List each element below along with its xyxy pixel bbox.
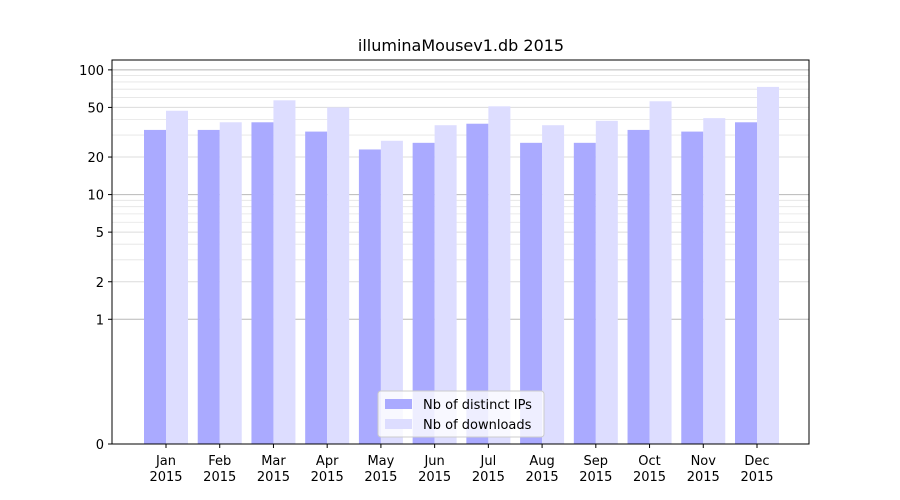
- x-tick-label-month: May: [367, 454, 394, 469]
- x-tick-label-year: 2015: [687, 470, 720, 485]
- x-tick-label-month: Dec: [744, 454, 769, 469]
- bar-downloads: [757, 86, 779, 444]
- x-tick-label-year: 2015: [203, 470, 236, 485]
- bar-distinct-ips: [358, 149, 381, 444]
- legend: Nb of distinct IPs Nb of downloads: [377, 390, 545, 438]
- bar-distinct-ips: [573, 142, 596, 445]
- bar-downloads: [273, 100, 296, 445]
- x-tick-label-year: 2015: [579, 470, 612, 485]
- bar-distinct-ips: [305, 131, 328, 445]
- x-tick-label-month: Jan: [155, 454, 176, 469]
- x-tick-label-month: Sep: [584, 454, 609, 469]
- x-tick-label-month: Jun: [423, 454, 444, 469]
- bar-downloads: [327, 107, 350, 445]
- legend-box: [377, 390, 545, 438]
- legend-swatch: [385, 399, 412, 409]
- x-tick-label-month: Aug: [529, 454, 554, 469]
- x-tick-label-month: Feb: [208, 454, 231, 469]
- x-tick-label-month: Nov: [691, 454, 717, 469]
- x-tick-label-month: Mar: [261, 454, 286, 469]
- chart-title: illuminaMousev1.db 2015: [358, 36, 564, 55]
- x-tick-label-year: 2015: [633, 470, 666, 485]
- x-tick-label-year: 2015: [526, 470, 559, 485]
- bar-distinct-ips: [627, 129, 650, 444]
- y-tick-label: 2: [96, 276, 104, 291]
- x-tick-label-year: 2015: [364, 470, 397, 485]
- bar-downloads: [488, 106, 511, 444]
- bar-downloads: [166, 110, 188, 444]
- bar-downloads: [649, 101, 672, 445]
- bar-distinct-ips: [681, 131, 704, 445]
- legend-swatch: [385, 419, 412, 429]
- bar-distinct-ips: [520, 142, 543, 445]
- bar-distinct-ips: [144, 129, 166, 444]
- bars: [144, 86, 779, 445]
- y-tick-label: 100: [79, 64, 104, 79]
- bar-downloads: [703, 118, 726, 445]
- y-tick-label: 50: [87, 101, 104, 116]
- bar-downloads: [542, 125, 565, 445]
- bar-distinct-ips: [466, 123, 489, 444]
- x-tick-label-year: 2015: [311, 470, 344, 485]
- x-tick-label-month: Apr: [316, 454, 339, 469]
- bar-downloads: [595, 120, 618, 444]
- bar-distinct-ips: [735, 122, 757, 445]
- x-tick-label-month: Oct: [638, 454, 660, 469]
- y-tick-label: 0: [96, 438, 104, 453]
- bar-downloads: [434, 125, 457, 445]
- legend-label: Nb of downloads: [423, 418, 532, 433]
- y-tick-label: 1: [96, 313, 104, 328]
- x-tick-label-year: 2015: [149, 470, 182, 485]
- bar-distinct-ips: [197, 129, 220, 444]
- plot-frame: [111, 59, 810, 445]
- legend-label: Nb of distinct IPs: [423, 398, 532, 413]
- x-tick-label-month: Jul: [480, 454, 497, 469]
- x-tick-label-year: 2015: [257, 470, 290, 485]
- x-tick-label-year: 2015: [418, 470, 451, 485]
- x-tick-label-year: 2015: [740, 470, 773, 485]
- y-tick-label: 10: [87, 189, 104, 204]
- bar-distinct-ips: [251, 122, 274, 445]
- y-tick-label: 5: [96, 226, 104, 241]
- bar-downloads: [219, 122, 242, 445]
- y-tick-label: 20: [87, 151, 104, 166]
- x-tick-label-year: 2015: [472, 470, 505, 485]
- axes: Jan2015Feb2015Mar2015Apr2015May2015Jun20…: [79, 64, 773, 485]
- bar-downloads: [380, 140, 403, 444]
- bar-distinct-ips: [412, 142, 435, 445]
